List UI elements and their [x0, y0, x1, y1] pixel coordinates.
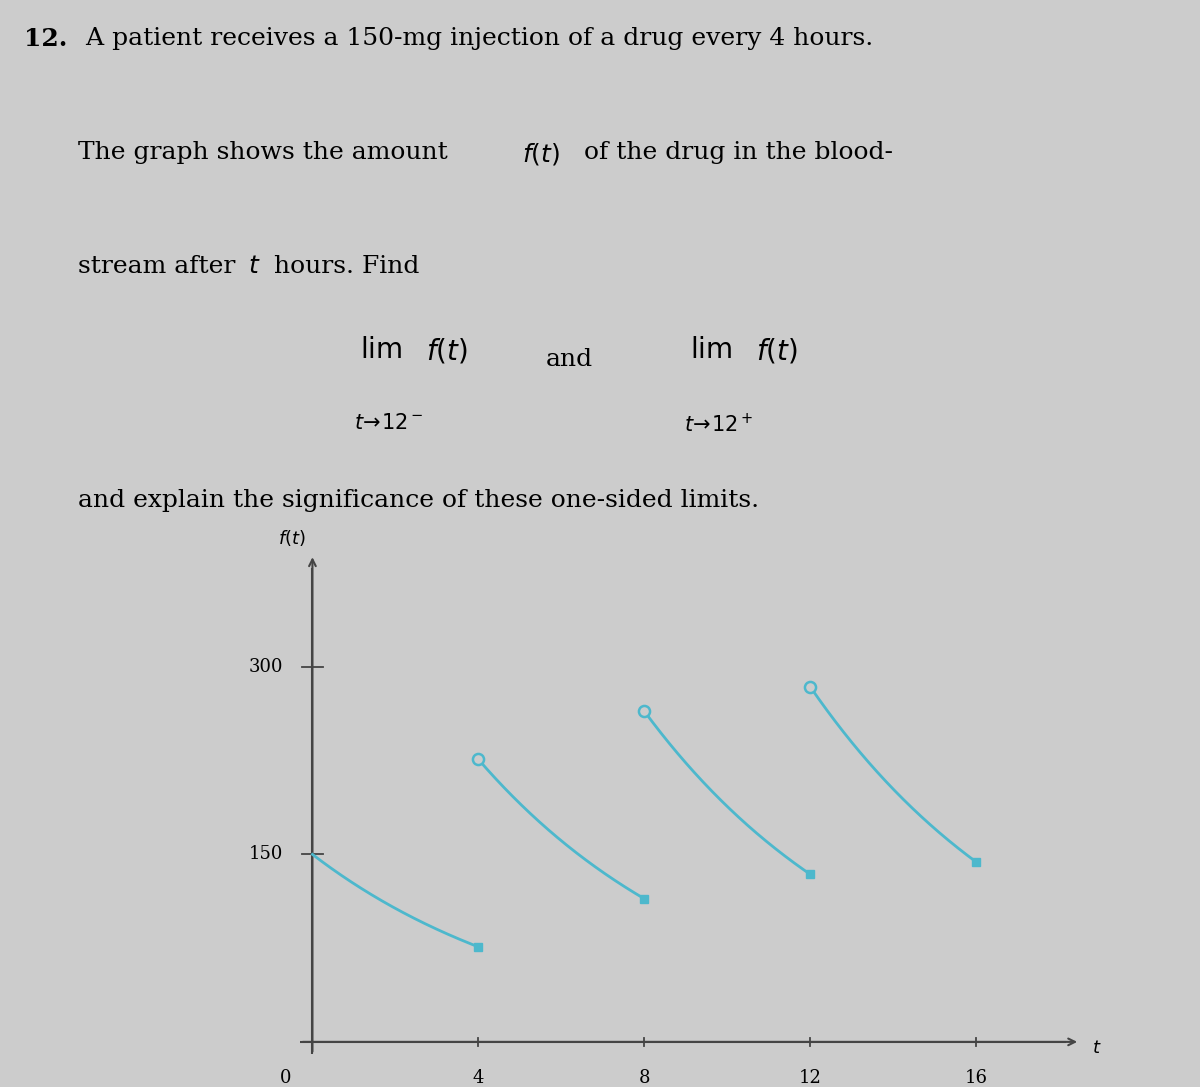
Text: $t\!\rightarrow\!12^+$: $t\!\rightarrow\!12^+$ [684, 413, 754, 436]
Text: 16: 16 [965, 1070, 988, 1087]
Text: $t$: $t$ [248, 255, 260, 278]
Text: $f(t)$: $f(t)$ [522, 141, 560, 167]
Text: $\lim$: $\lim$ [690, 337, 732, 364]
Text: 12: 12 [799, 1070, 822, 1087]
Text: 0: 0 [281, 1070, 292, 1087]
Text: 300: 300 [248, 658, 283, 676]
Text: The graph shows the amount: The graph shows the amount [78, 141, 456, 164]
Text: and: and [546, 348, 593, 371]
Text: $t\!\rightarrow\!12^-$: $t\!\rightarrow\!12^-$ [354, 413, 424, 433]
Text: $\lim$: $\lim$ [360, 337, 402, 364]
Text: 150: 150 [250, 846, 283, 863]
Text: $f(t)$: $f(t)$ [277, 528, 306, 548]
Text: 4: 4 [473, 1070, 484, 1087]
Text: $f(t)$: $f(t)$ [426, 337, 468, 366]
Text: stream after: stream after [78, 255, 244, 278]
Text: of the drug in the blood-: of the drug in the blood- [576, 141, 893, 164]
Text: hours. Find: hours. Find [266, 255, 420, 278]
Text: A patient receives a 150-mg injection of a drug every 4 hours.: A patient receives a 150-mg injection of… [78, 27, 874, 50]
Text: 12.: 12. [24, 27, 67, 51]
Text: $f(t)$: $f(t)$ [756, 337, 798, 366]
Text: $t$: $t$ [1092, 1039, 1102, 1058]
Text: 8: 8 [638, 1070, 650, 1087]
Text: and explain the significance of these one-sided limits.: and explain the significance of these on… [78, 489, 760, 512]
